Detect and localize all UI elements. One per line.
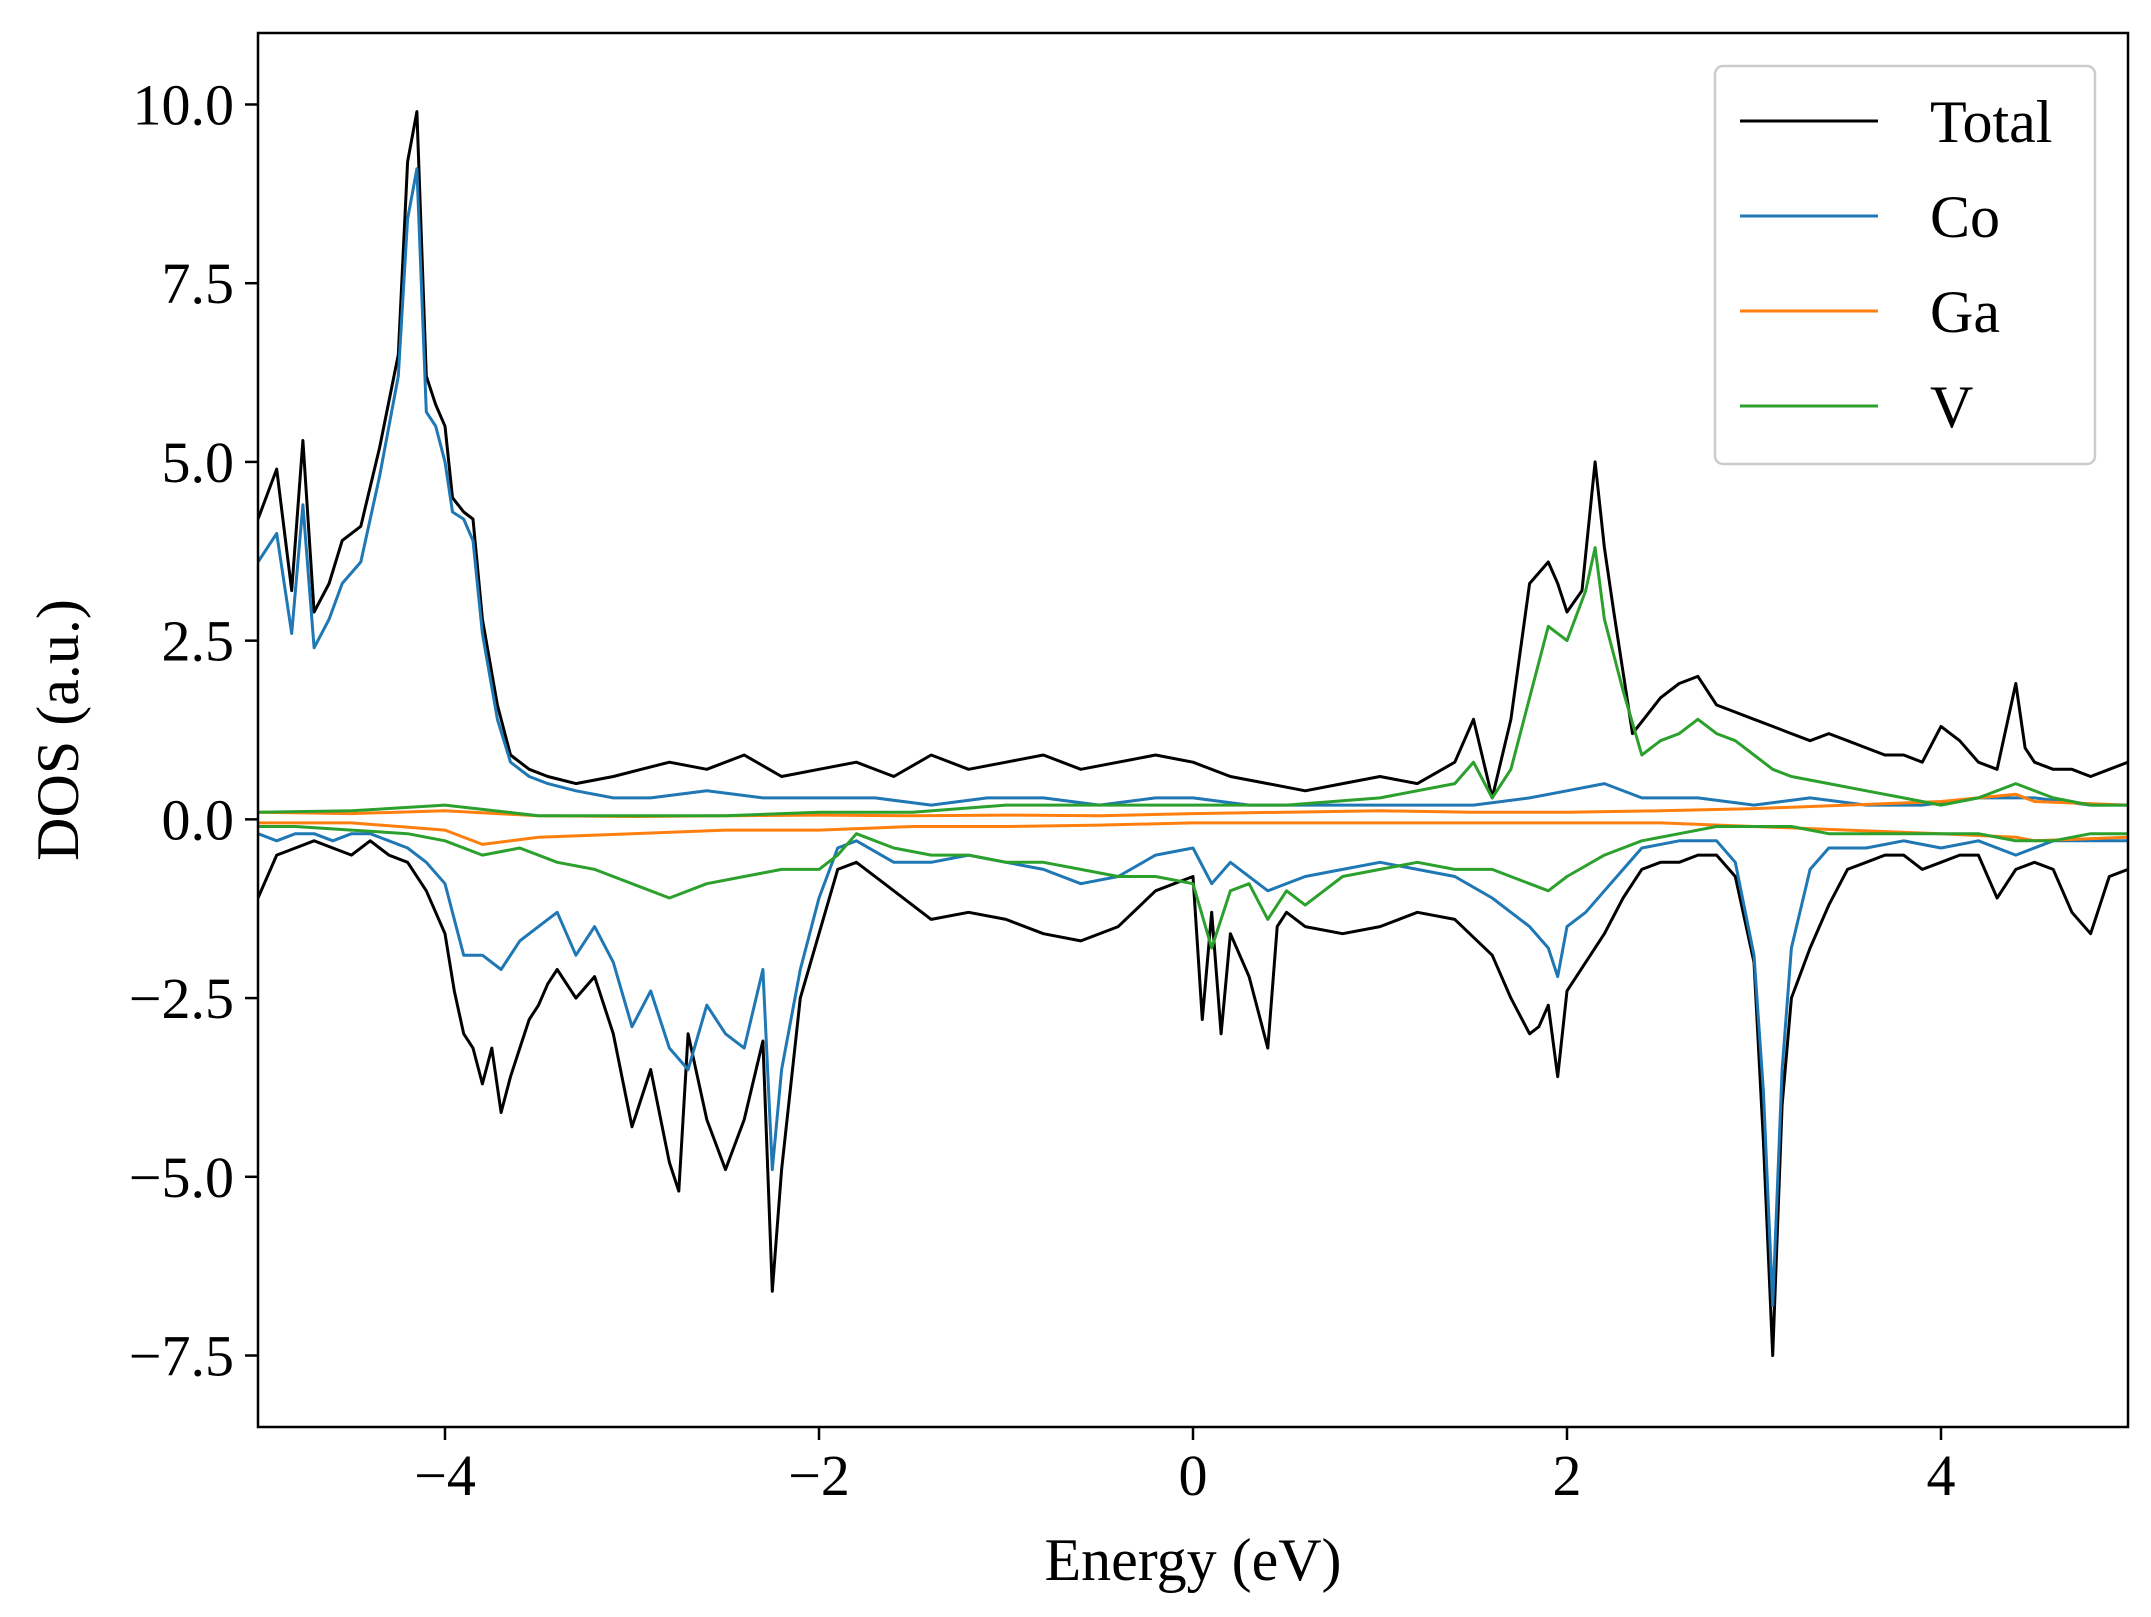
- y-tick-label: 10.0: [133, 72, 235, 137]
- series-line-ga-down: [258, 821, 2128, 846]
- x-axis: −4 −2 0 2 4: [414, 1427, 1956, 1508]
- y-tick-label: 5.0: [162, 430, 235, 495]
- y-tick-label: 7.5: [162, 251, 235, 316]
- series-line-total-up: [258, 110, 2128, 800]
- legend-label-co: Co: [1930, 184, 2000, 250]
- y-tick-label: 0.0: [162, 787, 235, 852]
- x-tick-label: −2: [788, 1443, 850, 1508]
- y-axis: 10.0 7.5 5.0 2.5 0.0 −2.5 −5.0 −7.5: [129, 72, 258, 1389]
- legend-label-v: V: [1930, 374, 1973, 440]
- series-line-co-down: [258, 832, 2128, 1307]
- y-axis-label: DOS (a.u.): [25, 599, 91, 861]
- legend: Total Co Ga V: [1713, 64, 2097, 466]
- y-tick-label: −7.5: [129, 1324, 234, 1389]
- series-line-total-down: [258, 839, 2128, 1357]
- x-tick-label: −4: [414, 1443, 476, 1508]
- series-layer: [258, 110, 2128, 1357]
- y-tick-label: −2.5: [129, 966, 234, 1031]
- legend-box: [1713, 64, 2097, 466]
- series-line-v-down: [258, 825, 2128, 950]
- series-line-v-up: [258, 546, 2128, 818]
- y-tick-label: 2.5: [162, 609, 235, 674]
- x-tick-label: 2: [1553, 1443, 1582, 1508]
- series-line-co-up: [258, 167, 2128, 807]
- legend-label-total: Total: [1930, 89, 2052, 155]
- x-tick-label: 0: [1179, 1443, 1208, 1508]
- x-axis-label: Energy (eV): [1044, 1527, 1341, 1593]
- legend-label-ga: Ga: [1930, 279, 2000, 345]
- y-tick-label: −5.0: [129, 1145, 234, 1210]
- x-tick-label: 4: [1927, 1443, 1956, 1508]
